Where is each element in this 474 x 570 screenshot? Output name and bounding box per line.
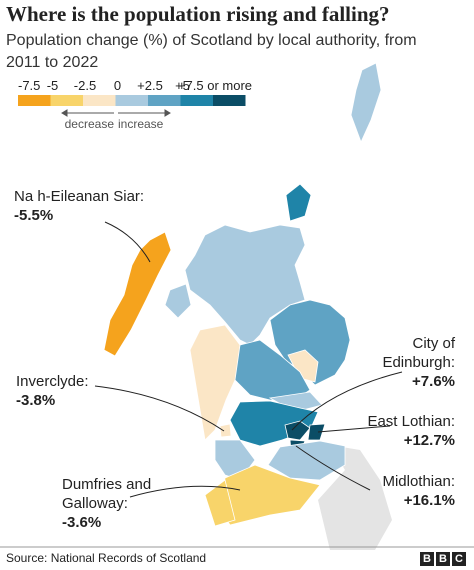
orkney bbox=[285, 183, 312, 222]
edinburgh bbox=[284, 420, 311, 441]
legend-label: -5 bbox=[47, 78, 59, 93]
callout-name: Na h-Eileanan Siar: bbox=[14, 188, 144, 205]
callout-name: East Lothian: bbox=[367, 413, 455, 430]
legend: -7.5 -5 -2.5 0 +2.5 +5+7.5 or more bbox=[18, 78, 252, 106]
pointers bbox=[94, 221, 403, 498]
legend-label: +2.5 bbox=[137, 78, 163, 93]
galloway-west bbox=[204, 479, 236, 527]
legend-decrease: decrease bbox=[65, 117, 115, 131]
pointer bbox=[104, 221, 151, 263]
legend-swatch bbox=[213, 95, 246, 106]
map-regions bbox=[103, 62, 392, 550]
callout-value: +7.6% bbox=[412, 373, 455, 390]
pointer bbox=[317, 425, 391, 433]
callout-value: -3.8% bbox=[16, 392, 55, 409]
legend-label: +5 bbox=[175, 78, 190, 93]
na-h-eileanan-siar bbox=[103, 231, 172, 357]
legend-swatch bbox=[18, 95, 51, 106]
shetland bbox=[350, 62, 382, 144]
england bbox=[318, 445, 392, 550]
logo-letter: B bbox=[436, 552, 450, 566]
callout-name: City of bbox=[412, 335, 455, 352]
legend-label: -7.5 bbox=[18, 78, 40, 93]
callout-name: Edinburgh: bbox=[382, 354, 455, 371]
legend-swatch bbox=[148, 95, 181, 106]
callout-name: Galloway: bbox=[62, 495, 128, 512]
callouts: Na h-Eileanan Siar: -5.5% City of Edinburgh… bbox=[14, 188, 456, 531]
legend-swatch bbox=[115, 95, 148, 106]
callout-value: +16.1% bbox=[404, 492, 455, 509]
pointer bbox=[94, 385, 225, 432]
callout-value: -5.5% bbox=[14, 207, 53, 224]
pointer bbox=[295, 445, 371, 491]
east-lothian bbox=[307, 423, 326, 441]
callout-value: +12.7% bbox=[404, 432, 455, 449]
legend-label: 0 bbox=[114, 78, 121, 93]
legend-arrows bbox=[61, 109, 171, 117]
title: Where is the population rising and falli… bbox=[6, 2, 390, 26]
legend-swatch bbox=[50, 95, 83, 106]
borders bbox=[267, 440, 346, 481]
logo-letter: B bbox=[420, 552, 434, 566]
skye bbox=[164, 283, 192, 319]
inverclyde bbox=[219, 423, 232, 438]
logo-letter: C bbox=[452, 552, 466, 566]
callout-name: Dumfries and bbox=[62, 476, 151, 493]
pointer bbox=[291, 371, 403, 431]
argyll bbox=[189, 324, 241, 441]
pointer bbox=[129, 485, 241, 498]
callout-name: Midlothian: bbox=[382, 473, 455, 490]
arrow-head bbox=[61, 109, 68, 117]
legend-increase: increase bbox=[118, 117, 164, 131]
legend-label: +7.5 or more bbox=[178, 78, 252, 93]
subtitle: Population change (%) of Scotland by loc… bbox=[6, 32, 417, 71]
highland bbox=[184, 224, 306, 346]
aberdeenshire bbox=[269, 299, 351, 386]
callout-value: -3.6% bbox=[62, 514, 101, 531]
source: Source: National Records of Scotland bbox=[6, 551, 207, 565]
legend-swatch bbox=[180, 95, 213, 106]
legend-label: -2.5 bbox=[74, 78, 96, 93]
arrow-head bbox=[164, 109, 171, 117]
legend-swatch bbox=[83, 95, 116, 106]
callout-name: Inverclyde: bbox=[16, 373, 89, 390]
